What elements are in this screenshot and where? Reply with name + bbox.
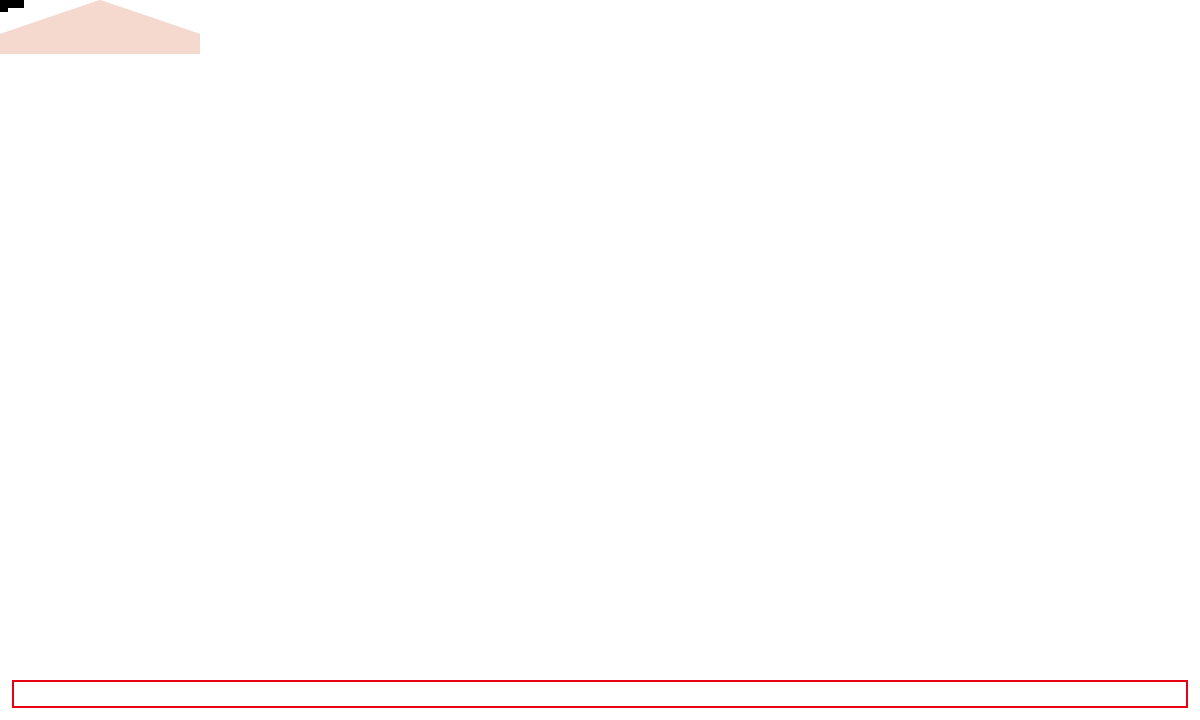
house-body <box>0 34 200 54</box>
house-roof-icon <box>0 0 200 34</box>
caption-box <box>12 680 1188 708</box>
diagram-root: { "canvas": { "w": 1200, "h": 720 }, "gr… <box>0 0 1200 720</box>
lead-lines <box>0 0 1200 720</box>
house-d <box>0 0 200 54</box>
